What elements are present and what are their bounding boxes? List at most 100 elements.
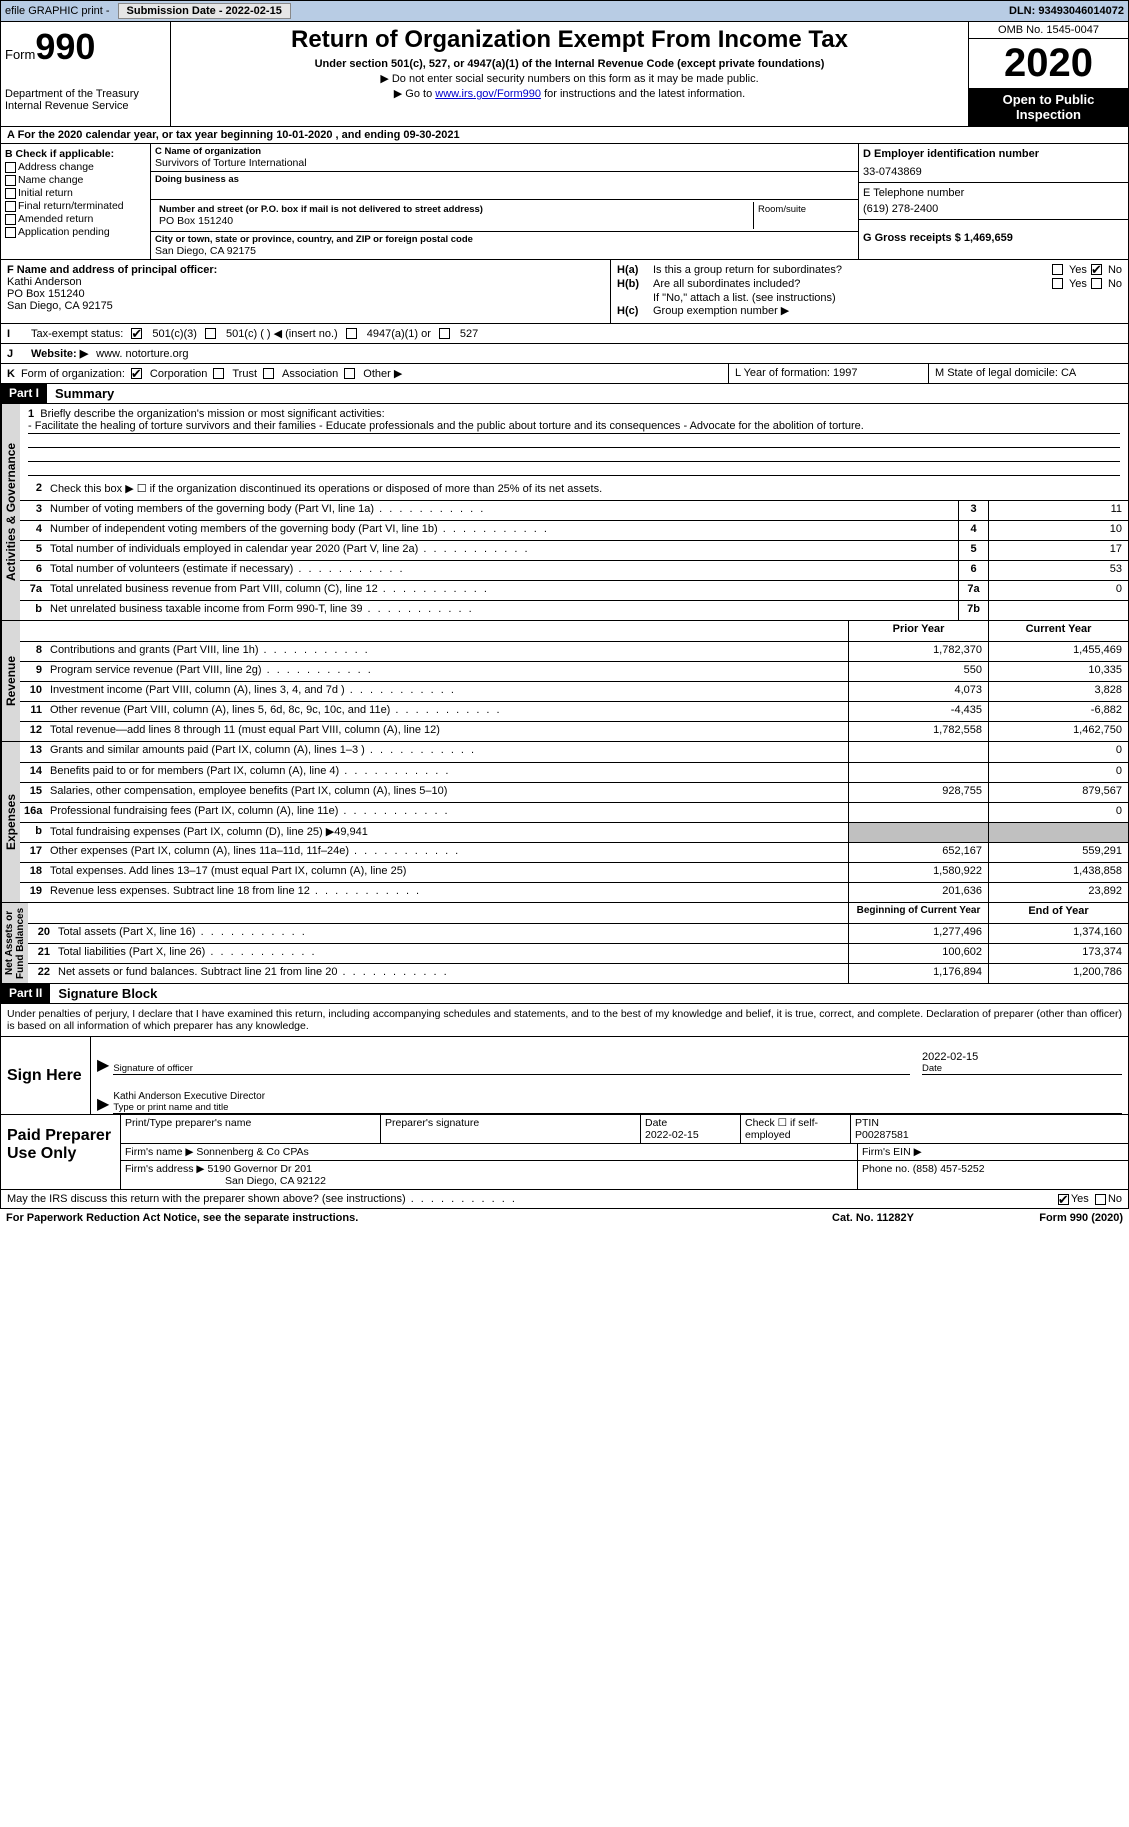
website-value: www. notorture.org [96, 348, 188, 360]
form-label: Form [5, 47, 35, 62]
omb-number: OMB No. 1545-0047 [969, 22, 1128, 39]
chk-amended-return[interactable]: Amended return [5, 213, 146, 225]
row-i-tax-status: I Tax-exempt status: 501(c)(3) 501(c) ( … [0, 324, 1129, 344]
form-header: Form990 Department of the Treasury Inter… [0, 22, 1129, 127]
l-year-formation: L Year of formation: 1997 [728, 364, 928, 383]
i-label: I [7, 328, 23, 340]
col-b-header: B Check if applicable: [5, 148, 146, 160]
vtab-activities: Activities & Governance [1, 404, 20, 620]
vtab-revenue: Revenue [1, 621, 20, 741]
header-middle: Return of Organization Exempt From Incom… [171, 22, 968, 126]
part-ii-header-row: Part II Signature Block [0, 984, 1129, 1004]
irs-link[interactable]: www.irs.gov/Form990 [435, 88, 541, 100]
self-employed-label: Check ☐ if self-employed [741, 1115, 851, 1143]
form-page-label: Form 990 (2020) [953, 1212, 1123, 1224]
discuss-text: May the IRS discuss this return with the… [7, 1193, 1058, 1205]
signature-intro: Under penalties of perjury, I declare th… [1, 1004, 1128, 1036]
chk-4947[interactable] [346, 328, 357, 339]
open-inspection-label: Open to Public Inspection [969, 88, 1128, 126]
header-subtitle-3: ▶ Go to www.irs.gov/Form990 for instruct… [179, 87, 960, 100]
j-text: Website: ▶ [31, 347, 88, 360]
sign-here-label: Sign Here [1, 1037, 91, 1114]
preparer-sig-label: Preparer's signature [381, 1115, 641, 1143]
part-i-header-row: Part I Summary [0, 384, 1129, 404]
hc-text: Group exemption number ▶ [653, 304, 1122, 317]
signature-field[interactable]: Signature of officer [113, 1051, 910, 1075]
i-text: Tax-exempt status: [31, 328, 123, 340]
chk-trust[interactable] [213, 368, 224, 379]
hb-yes-checkbox[interactable] [1052, 278, 1063, 289]
net-assets-section: Net Assets or Fund Balances Beginning of… [0, 903, 1129, 984]
address-value: PO Box 151240 [159, 215, 749, 227]
col-f-officer: F Name and address of principal officer:… [1, 260, 611, 323]
phone-label: E Telephone number [863, 187, 1124, 199]
name-title-field: Kathi Anderson Executive DirectorType or… [113, 1079, 1122, 1114]
prior-year-header: Prior Year [848, 621, 988, 641]
arrow-icon: ▶ [97, 1055, 109, 1075]
signature-block: Under penalties of perjury, I declare th… [0, 1004, 1129, 1190]
org-name: Survivors of Torture International [155, 157, 854, 169]
end-year-header: End of Year [988, 903, 1128, 923]
ha-no-checkbox[interactable] [1091, 264, 1102, 275]
discuss-no-checkbox[interactable] [1095, 1194, 1106, 1205]
col-c-org-info: C Name of organization Survivors of Tort… [151, 144, 858, 259]
chk-final-return[interactable]: Final return/terminated [5, 200, 146, 212]
chk-association[interactable] [263, 368, 274, 379]
chk-application-pending[interactable]: Application pending [5, 226, 146, 238]
hb-note: If "No," attach a list. (see instruction… [617, 292, 1122, 304]
chk-501c[interactable] [205, 328, 216, 339]
row-j-website: J Website: ▶ www. notorture.org [0, 344, 1129, 364]
section-bcdeg: B Check if applicable: Address change Na… [0, 144, 1129, 260]
expenses-section: Expenses 13Grants and similar amounts pa… [0, 742, 1129, 903]
ha-text: Is this a group return for subordinates? [653, 264, 1052, 276]
part-i-title: Summary [47, 384, 122, 403]
catalog-number: Cat. No. 11282Y [793, 1212, 953, 1224]
col-de: D Employer identification number 33-0743… [858, 144, 1128, 259]
row-klm: K Form of organization: Corporation Trus… [0, 364, 1129, 384]
hb-text: Are all subordinates included? [653, 278, 1052, 290]
top-bar: efile GRAPHIC print - Submission Date - … [0, 0, 1129, 22]
header-subtitle-1: Under section 501(c), 527, or 4947(a)(1)… [179, 58, 960, 70]
officer-name: Kathi Anderson [7, 276, 604, 288]
city-value: San Diego, CA 92175 [155, 245, 854, 257]
m-state-domicile: M State of legal domicile: CA [928, 364, 1128, 383]
pra-notice: For Paperwork Reduction Act Notice, see … [6, 1212, 793, 1224]
dln-label: DLN: 93493046014072 [1009, 5, 1124, 17]
chk-other[interactable] [344, 368, 355, 379]
form-number: 990 [35, 26, 95, 67]
current-year-header: Current Year [988, 621, 1128, 641]
officer-label: F Name and address of principal officer: [7, 264, 604, 276]
department-label: Department of the Treasury Internal Reve… [5, 88, 166, 112]
col-b-checkboxes: B Check if applicable: Address change Na… [1, 144, 151, 259]
phone-value: (619) 278-2400 [863, 203, 1124, 215]
chk-name-change[interactable]: Name change [5, 174, 146, 186]
address-label: Number and street (or P.O. box if mail i… [159, 204, 749, 215]
hb-no-checkbox[interactable] [1091, 278, 1102, 289]
tax-year: 2020 [969, 39, 1128, 88]
preparer-name-label: Print/Type preparer's name [121, 1115, 381, 1143]
dba-label: Doing business as [155, 174, 854, 185]
ha-label: H(a) [617, 264, 653, 276]
submission-date-button[interactable]: Submission Date - 2022-02-15 [118, 3, 291, 19]
revenue-section: Revenue Prior YearCurrent Year 8Contribu… [0, 621, 1129, 742]
city-label: City or town, state or province, country… [155, 234, 854, 245]
chk-address-change[interactable]: Address change [5, 161, 146, 173]
activities-governance-section: Activities & Governance 1 Briefly descri… [0, 404, 1129, 621]
k-form-org: K Form of organization: Corporation Trus… [1, 364, 728, 383]
firm-ein-label: Firm's EIN ▶ [858, 1144, 1128, 1160]
mission-block: 1 Briefly describe the organization's mi… [20, 404, 1128, 480]
chk-initial-return[interactable]: Initial return [5, 187, 146, 199]
part-ii-title: Signature Block [50, 984, 165, 1003]
paid-preparer-label: Paid Preparer Use Only [1, 1115, 121, 1189]
chk-501c3[interactable] [131, 328, 142, 339]
chk-corporation[interactable] [131, 368, 142, 379]
paid-preparer-row: Paid Preparer Use Only Print/Type prepar… [1, 1114, 1128, 1189]
discuss-yes-checkbox[interactable] [1058, 1194, 1069, 1205]
ha-yes-checkbox[interactable] [1052, 264, 1063, 275]
signature-date: 2022-02-15Date [922, 1041, 1122, 1075]
efile-label: efile GRAPHIC print - [5, 5, 110, 17]
chk-527[interactable] [439, 328, 450, 339]
irs-discuss-row: May the IRS discuss this return with the… [0, 1190, 1129, 1209]
j-label: J [7, 348, 23, 360]
officer-addr1: PO Box 151240 [7, 288, 604, 300]
